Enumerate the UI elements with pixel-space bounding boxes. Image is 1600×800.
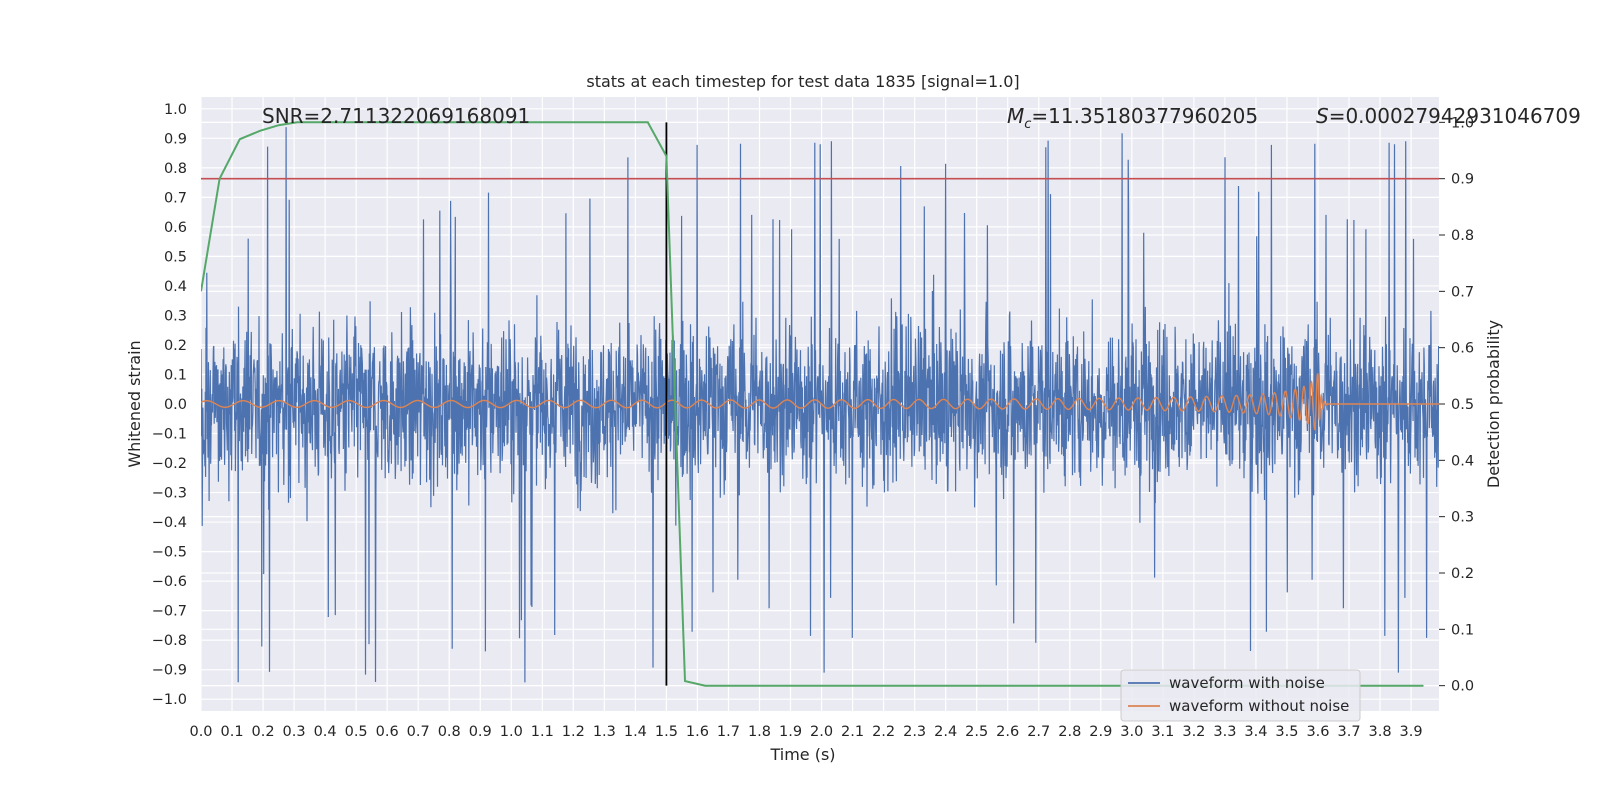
x-tick-label: 3.6: [1306, 724, 1329, 740]
snr-annotation: SNR=2.711322069168091: [262, 104, 530, 128]
x-tick-label: 3.8: [1369, 724, 1392, 740]
x-tick-label: 0.9: [469, 724, 492, 740]
x-tick-label: 1.2: [562, 724, 585, 740]
y-tick-label: 0.5: [164, 249, 187, 265]
chirp-mass-annotation: Mc=11.35180377960205: [1007, 104, 1258, 132]
y-tick-label: 0.3: [164, 308, 187, 324]
y2-tick-label: 0.8: [1451, 228, 1474, 244]
y-tick-label: −1.0: [152, 692, 187, 708]
y2-axis-ticks: 1.0 0.9 0.8 0.7 0.6 0.5 0.4 0.3 0.2 0.1 0.0: [1439, 115, 1474, 695]
y2-tick-label: 0.4: [1451, 453, 1474, 469]
y2-tick-label: 1.0: [1451, 115, 1474, 131]
x-tick-label: 2.7: [1027, 724, 1050, 740]
legend: waveform with noise waveform without noi…: [1120, 669, 1361, 722]
legend-label-waveform-without-noise: waveform without noise: [1169, 697, 1349, 715]
x-tick-label: 0.0: [189, 724, 212, 740]
chirp-line: [201, 372, 1439, 431]
y2-tick-label: 0.3: [1451, 510, 1474, 526]
y-tick-label: −0.3: [152, 486, 187, 502]
y2-tick-label: 0.6: [1451, 341, 1474, 357]
x-tick-label: 2.8: [1058, 724, 1081, 740]
y2-tick-label: 0.9: [1451, 172, 1474, 188]
s-annotation: S=0.00027942931046709: [1316, 104, 1581, 128]
y-tick-label: 0.9: [164, 131, 187, 147]
x-tick-label: 1.1: [531, 724, 554, 740]
x-tick-label: 1.3: [593, 724, 616, 740]
x-tick-label: 3.9: [1400, 724, 1423, 740]
y-tick-label: 0.2: [164, 338, 187, 354]
y2-tick-label: 0.1: [1451, 622, 1474, 638]
legend-label-waveform-with-noise: waveform with noise: [1169, 674, 1325, 692]
y-tick-label: 0.8: [164, 161, 187, 177]
y-tick-label: −0.1: [152, 427, 187, 443]
y2-tick-label: 0.0: [1451, 679, 1474, 695]
x-tick-label: 0.8: [438, 724, 461, 740]
x-tick-label: 1.0: [500, 724, 523, 740]
series-waveform-without-noise: [201, 372, 1439, 431]
y2-tick-label: 0.7: [1451, 284, 1474, 300]
x-tick-label: 0.1: [220, 724, 243, 740]
y-tick-label: −0.4: [152, 515, 187, 531]
y-axis-label: Whitened strain: [125, 340, 144, 467]
y2-axis-label: Detection probability: [1484, 320, 1503, 488]
x-tick-label: 2.9: [1089, 724, 1112, 740]
x-tick-label: 1.7: [717, 724, 740, 740]
x-tick-label: 2.5: [965, 724, 988, 740]
x-tick-label: 1.5: [655, 724, 678, 740]
y-tick-label: 0.1: [164, 367, 187, 383]
x-tick-label: 0.3: [283, 724, 306, 740]
y-axis-ticks: 1.0 0.9 0.8 0.7 0.6 0.5 0.4 0.3 0.2 0.1 0.0 −0.1 −0.…: [152, 102, 187, 708]
x-tick-label: 3.4: [1244, 724, 1267, 740]
x-tick-label: 1.6: [686, 724, 709, 740]
x-tick-label: 2.0: [810, 724, 833, 740]
x-tick-label: 3.3: [1213, 724, 1236, 740]
y-tick-label: 0.6: [164, 220, 187, 236]
x-axis-label: Time (s): [769, 745, 835, 764]
chart-title: stats at each timestep for test data 183…: [586, 72, 1019, 91]
series-waveform-with-noise: [201, 127, 1439, 683]
y-tick-label: −0.8: [152, 633, 187, 649]
x-tick-label: 3.0: [1120, 724, 1143, 740]
y-tick-label: −0.9: [152, 663, 187, 679]
probability-line: [201, 121, 1424, 687]
x-tick-label: 2.3: [903, 724, 926, 740]
y-tick-label: −0.6: [152, 574, 187, 590]
x-tick-label: 3.5: [1275, 724, 1298, 740]
x-tick-label: 2.2: [872, 724, 895, 740]
y-tick-label: 0.7: [164, 190, 187, 206]
x-axis-ticks: 0.0 0.1 0.2 0.3 0.4 0.5 0.6 0.7 0.8 0.9 1.0 1.1 1.2 1…: [189, 724, 1422, 740]
x-tick-label: 0.6: [376, 724, 399, 740]
x-tick-label: 1.8: [748, 724, 771, 740]
x-tick-label: 0.7: [407, 724, 430, 740]
x-tick-label: 2.6: [996, 724, 1019, 740]
x-tick-label: 2.4: [934, 724, 957, 740]
x-tick-label: 3.7: [1337, 724, 1360, 740]
y-tick-label: 1.0: [164, 102, 187, 118]
y-tick-label: 0.0: [164, 397, 187, 413]
y-tick-label: 0.4: [164, 279, 187, 295]
noise-line: [201, 127, 1439, 683]
x-tick-label: 0.5: [345, 724, 368, 740]
y-tick-label: −0.5: [152, 545, 187, 561]
y-tick-label: −0.2: [152, 456, 187, 472]
y2-tick-label: 0.2: [1451, 566, 1474, 582]
x-tick-label: 1.4: [624, 724, 647, 740]
x-tick-label: 3.1: [1151, 724, 1174, 740]
x-tick-label: 2.1: [841, 724, 864, 740]
y-tick-label: −0.7: [152, 604, 187, 620]
x-tick-label: 0.4: [314, 724, 337, 740]
x-tick-label: 0.2: [252, 724, 275, 740]
x-tick-label: 1.9: [779, 724, 802, 740]
y2-tick-label: 0.5: [1451, 397, 1474, 413]
x-tick-label: 3.2: [1182, 724, 1205, 740]
